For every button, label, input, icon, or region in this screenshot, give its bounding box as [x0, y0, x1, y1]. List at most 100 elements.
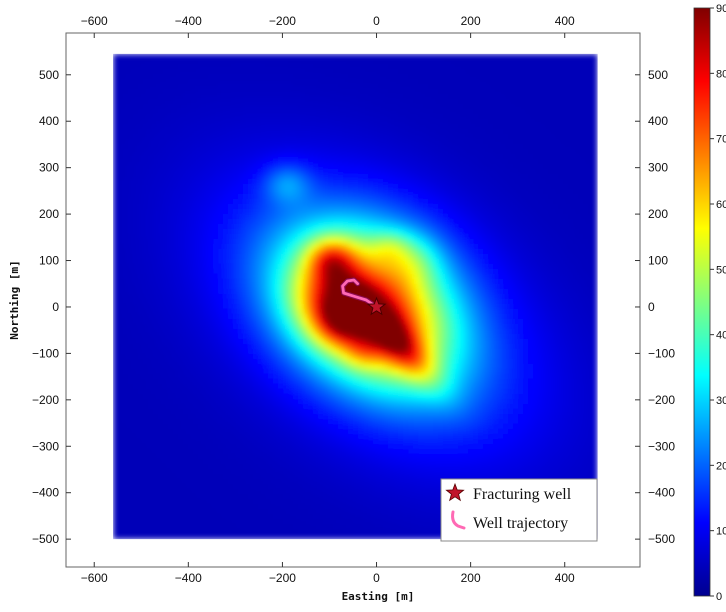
heatmap-cell [233, 178, 239, 185]
heatmap-cell [163, 243, 169, 250]
heatmap-cell [563, 123, 569, 130]
heatmap-cell [243, 213, 249, 220]
heatmap-cell [388, 278, 394, 285]
heatmap-cell [158, 178, 164, 185]
heatmap-cell [433, 288, 439, 295]
heatmap-cell [363, 183, 369, 190]
heatmap-cell [328, 53, 334, 60]
heatmap-cell [368, 198, 374, 205]
heatmap-cell [273, 73, 279, 80]
heatmap-cell [573, 303, 579, 310]
heatmap-cell [583, 173, 589, 180]
heatmap-cell [453, 223, 459, 230]
heatmap-cell [498, 273, 504, 280]
heatmap-cell [223, 108, 229, 115]
heatmap-cell [318, 288, 324, 295]
heatmap-cell [438, 98, 444, 105]
heatmap-cell [343, 148, 349, 155]
heatmap-cell [473, 268, 479, 275]
heatmap-cell [123, 158, 129, 165]
heatmap-cell [593, 253, 598, 260]
heatmap-cell [153, 238, 159, 245]
heatmap-cell [218, 268, 224, 275]
heatmap-cell [478, 248, 484, 255]
heatmap-cell [448, 128, 454, 135]
heatmap-cell [533, 128, 539, 135]
heatmap-cell [358, 153, 364, 160]
heatmap-cell [533, 78, 539, 85]
heatmap-cell [458, 203, 464, 210]
heatmap-cell [258, 163, 264, 170]
heatmap-cell [213, 228, 219, 235]
heatmap-cell [393, 58, 399, 65]
heatmap-cell [238, 293, 244, 300]
heatmap-cell [508, 173, 514, 180]
heatmap-cell [333, 208, 339, 215]
heatmap-cell [328, 183, 334, 190]
heatmap-cell [588, 138, 594, 145]
heatmap-cell [428, 233, 434, 240]
heatmap-cell [478, 273, 484, 280]
heatmap-cell [368, 278, 374, 285]
heatmap-cell [203, 103, 209, 110]
heatmap-cell [338, 63, 344, 70]
heatmap-cell [163, 183, 169, 190]
heatmap-cell [498, 73, 504, 80]
heatmap-cell [318, 113, 324, 120]
heatmap-cell [503, 223, 509, 230]
heatmap-cell [383, 198, 389, 205]
heatmap-cell [223, 198, 229, 205]
heatmap-cell [408, 173, 414, 180]
heatmap-cell [153, 98, 159, 105]
heatmap-cell [558, 258, 564, 265]
heatmap-cell [328, 233, 334, 240]
heatmap-cell [583, 198, 589, 205]
heatmap-cell [243, 298, 249, 305]
heatmap-cell [123, 118, 129, 125]
heatmap-cell [258, 88, 264, 95]
heatmap-cell [213, 233, 219, 240]
heatmap-cell [378, 158, 384, 165]
heatmap-cell [403, 293, 409, 300]
heatmap-cell [513, 248, 519, 255]
heatmap-cell [203, 238, 209, 245]
heatmap-cell [338, 53, 344, 60]
heatmap-cell [448, 288, 454, 295]
heatmap-cell [153, 218, 159, 225]
heatmap-cell [263, 128, 269, 135]
heatmap-cell [263, 253, 269, 260]
heatmap-cell [518, 203, 524, 210]
heatmap-cell [343, 298, 349, 305]
heatmap-cell [358, 248, 364, 255]
heatmap-cell [378, 238, 384, 245]
heatmap-cell [563, 53, 569, 60]
heatmap-cell [538, 178, 544, 185]
heatmap-cell [258, 148, 264, 155]
heatmap-cell [338, 243, 344, 250]
heatmap-cell [438, 293, 444, 300]
heatmap-cell [193, 163, 199, 170]
heatmap-cell [588, 168, 594, 175]
heatmap-cell [583, 213, 589, 220]
heatmap-cell [173, 128, 179, 135]
heatmap-cell [403, 73, 409, 80]
heatmap-cell [328, 128, 334, 135]
heatmap-cell [278, 293, 284, 300]
heatmap-cell [538, 108, 544, 115]
heatmap-cell [318, 233, 324, 240]
heatmap-cell [323, 108, 329, 115]
heatmap-cell [223, 188, 229, 195]
heatmap-cell [298, 238, 304, 245]
heatmap-cell [263, 88, 269, 95]
heatmap-cell [338, 263, 344, 270]
heatmap-cell [458, 283, 464, 290]
heatmap-cell [123, 293, 129, 300]
heatmap-cell [538, 78, 544, 85]
heatmap-cell [478, 78, 484, 85]
heatmap-cell [143, 68, 149, 75]
heatmap-cell [503, 233, 509, 240]
heatmap-cell [383, 158, 389, 165]
heatmap-cell [293, 173, 299, 180]
heatmap-cell [248, 293, 254, 300]
heatmap-cell [348, 108, 354, 115]
